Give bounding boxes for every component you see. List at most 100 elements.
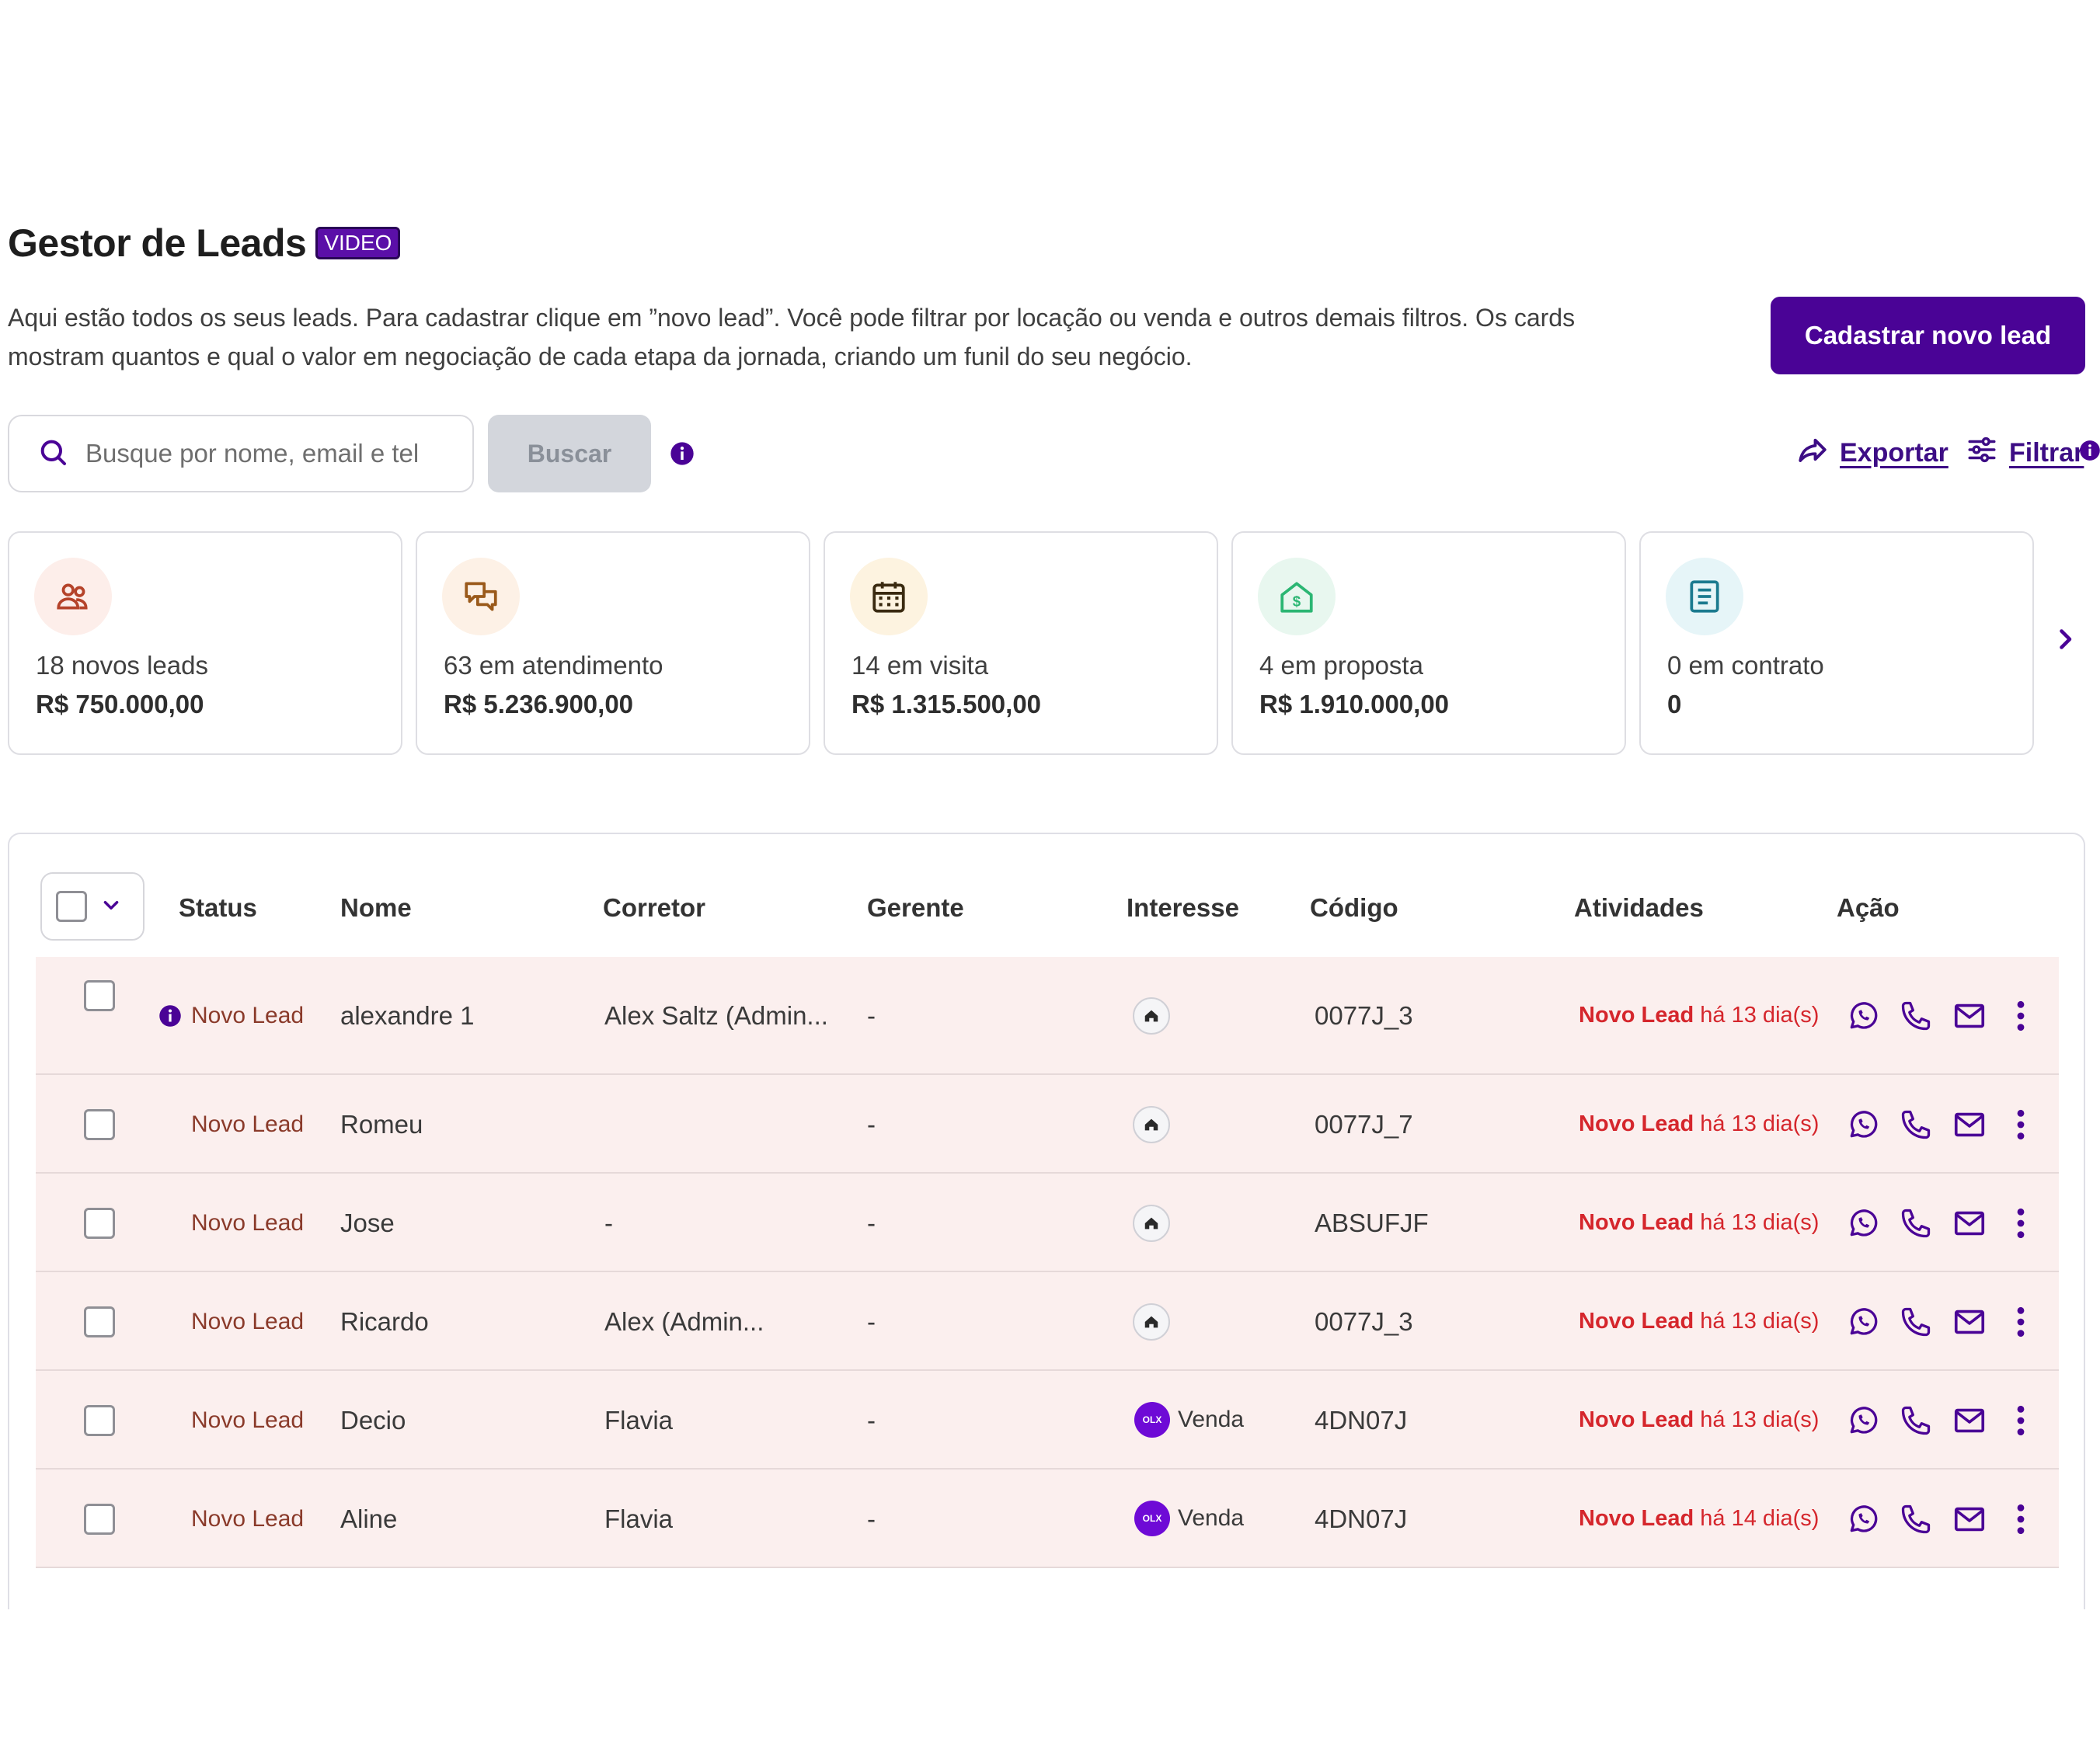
row-actions bbox=[1846, 1107, 2026, 1149]
broker-name: Flavia bbox=[604, 1504, 674, 1533]
card-proposta[interactable]: $ 4 em proposta R$ 1.910.000,00 bbox=[1231, 531, 1626, 755]
card-atendimento[interactable]: 63 em atendimento R$ 5.236.900,00 bbox=[416, 531, 810, 755]
row-checkbox[interactable] bbox=[84, 1207, 115, 1239]
card-visita[interactable]: 14 em visita R$ 1.315.500,00 bbox=[824, 531, 1218, 755]
mail-icon[interactable] bbox=[1952, 1107, 1987, 1149]
users-icon bbox=[34, 558, 112, 635]
phone-icon[interactable] bbox=[1899, 1403, 1933, 1444]
row-checkbox[interactable] bbox=[84, 980, 115, 1011]
chevron-right-icon[interactable] bbox=[2051, 625, 2079, 657]
whatsapp-icon[interactable] bbox=[1846, 1108, 1880, 1148]
card-label: 63 em atendimento bbox=[444, 651, 663, 680]
whatsapp-icon[interactable] bbox=[1846, 1206, 1880, 1247]
phone-icon[interactable] bbox=[1899, 1108, 1933, 1148]
olx-icon: OLX bbox=[1134, 1500, 1170, 1536]
filter-info-icon[interactable] bbox=[2079, 440, 2100, 465]
mail-icon[interactable] bbox=[1952, 1304, 1987, 1346]
row-checkbox[interactable] bbox=[84, 1404, 115, 1436]
phone-icon[interactable] bbox=[1899, 1206, 1933, 1247]
mail-icon[interactable] bbox=[1952, 998, 1987, 1040]
new-lead-button[interactable]: Cadastrar novo lead bbox=[1771, 297, 2085, 374]
more-vertical-icon[interactable] bbox=[2015, 999, 2026, 1039]
broker-name: Flavia bbox=[604, 1405, 674, 1435]
activity-time: há 14 dia(s) bbox=[1694, 1505, 1820, 1531]
card-value: R$ 1.315.500,00 bbox=[851, 690, 1042, 718]
filter-link[interactable]: Filtrar bbox=[1966, 433, 2084, 473]
row-actions bbox=[1846, 1304, 2026, 1346]
more-vertical-icon[interactable] bbox=[2015, 1305, 2026, 1345]
status-text: Novo Lead bbox=[191, 1003, 305, 1028]
status-text: Novo Lead bbox=[191, 1505, 305, 1532]
search-icon bbox=[37, 437, 68, 471]
row-checkbox[interactable] bbox=[84, 1503, 115, 1535]
card-contrato[interactable]: 0 em contrato 0 bbox=[1639, 531, 2034, 755]
search-box[interactable] bbox=[8, 415, 474, 492]
row-actions bbox=[1846, 1205, 2026, 1247]
mail-icon[interactable] bbox=[1952, 1501, 1987, 1543]
broker-name: - bbox=[604, 1208, 613, 1237]
table-row[interactable]: Novo Lead Decio Flavia - OLX Venda 4DN07J Novo … bbox=[36, 1371, 2059, 1470]
broker-name: Alex (Admin... bbox=[604, 1306, 764, 1336]
table-row[interactable]: Novo Lead Aline Flavia - OLX Venda 4DN07J Novo … bbox=[36, 1470, 2059, 1568]
table-row[interactable]: Novo Lead alexandre 1 Alex Saltz (Admin...… bbox=[36, 957, 2059, 1075]
card-novos-leads[interactable]: 18 novos leads R$ 750.000,00 bbox=[8, 531, 402, 755]
whatsapp-icon[interactable] bbox=[1846, 1502, 1880, 1543]
lead-name[interactable]: Jose bbox=[340, 1208, 395, 1237]
card-label: 18 novos leads bbox=[36, 651, 208, 680]
activity-status: Novo Lead bbox=[1579, 1209, 1694, 1235]
header-status[interactable]: Status bbox=[179, 893, 257, 922]
more-vertical-icon[interactable] bbox=[2015, 1206, 2026, 1247]
header-nome[interactable]: Nome bbox=[340, 893, 412, 922]
info-icon[interactable] bbox=[670, 441, 695, 470]
mail-icon[interactable] bbox=[1952, 1205, 1987, 1247]
phone-icon[interactable] bbox=[1899, 999, 1933, 1039]
search-input[interactable] bbox=[85, 439, 443, 468]
header-codigo[interactable]: Código bbox=[1310, 893, 1398, 922]
header-corretor[interactable]: Corretor bbox=[603, 893, 706, 922]
table-row[interactable]: Novo Lead Jose - - ABSUFJF Novo Lead há 13 di… bbox=[36, 1174, 2059, 1272]
whatsapp-icon[interactable] bbox=[1846, 1305, 1880, 1345]
activity-status: Novo Lead bbox=[1579, 1111, 1694, 1136]
activity-text: Novo Lead há 14 dia(s) bbox=[1579, 1506, 1819, 1532]
lead-name[interactable]: Decio bbox=[340, 1405, 406, 1435]
select-all-checkbox[interactable] bbox=[56, 891, 87, 922]
sliders-icon bbox=[1966, 433, 1998, 473]
activity-status: Novo Lead bbox=[1579, 1003, 1694, 1028]
lead-name[interactable]: Ricardo bbox=[340, 1306, 429, 1336]
phone-icon[interactable] bbox=[1899, 1502, 1933, 1543]
chevron-down-icon[interactable] bbox=[101, 895, 121, 919]
lead-name[interactable]: Romeu bbox=[340, 1109, 423, 1139]
header-interesse[interactable]: Interesse bbox=[1127, 893, 1239, 922]
activity-time: há 13 dia(s) bbox=[1694, 1308, 1820, 1334]
card-value: R$ 1.910.000,00 bbox=[1259, 690, 1450, 718]
lead-name[interactable]: alexandre 1 bbox=[340, 1001, 475, 1030]
whatsapp-icon[interactable] bbox=[1846, 999, 1880, 1039]
table-row[interactable]: Novo Lead Romeu - 0077J_7 Novo Lead há 13 di… bbox=[36, 1075, 2059, 1174]
interest-chip: OLX Venda bbox=[1134, 1401, 1244, 1438]
search-button[interactable]: Buscar bbox=[488, 415, 651, 492]
export-link[interactable]: Exportar bbox=[1796, 433, 1949, 473]
lead-code: ABSUFJF bbox=[1315, 1208, 1429, 1237]
phone-icon[interactable] bbox=[1899, 1305, 1933, 1345]
row-checkbox[interactable] bbox=[84, 1108, 115, 1140]
video-badge[interactable]: VIDEO bbox=[315, 227, 401, 259]
home-icon bbox=[1133, 997, 1170, 1035]
more-vertical-icon[interactable] bbox=[2015, 1502, 2026, 1543]
info-icon[interactable] bbox=[158, 1004, 182, 1034]
whatsapp-icon[interactable] bbox=[1846, 1403, 1880, 1444]
more-vertical-icon[interactable] bbox=[2015, 1108, 2026, 1148]
table-row[interactable]: Novo Lead Ricardo Alex (Admin... - 0077J_3 No… bbox=[36, 1272, 2059, 1371]
select-all-dropdown[interactable] bbox=[40, 872, 145, 941]
lead-code: 4DN07J bbox=[1315, 1504, 1408, 1533]
row-checkbox[interactable] bbox=[84, 1306, 115, 1337]
header-gerente[interactable]: Gerente bbox=[867, 893, 964, 922]
header-atividades[interactable]: Atividades bbox=[1574, 893, 1704, 922]
house-dollar-icon: $ bbox=[1258, 558, 1336, 635]
manager-name: - bbox=[867, 1208, 876, 1237]
more-vertical-icon[interactable] bbox=[2015, 1403, 2026, 1444]
interest-chip: OLX Venda bbox=[1134, 1500, 1244, 1536]
mail-icon[interactable] bbox=[1952, 1403, 1987, 1445]
lead-name[interactable]: Aline bbox=[340, 1504, 398, 1533]
activity-status: Novo Lead bbox=[1579, 1505, 1694, 1531]
activity-text: Novo Lead há 13 dia(s) bbox=[1579, 1407, 1819, 1433]
